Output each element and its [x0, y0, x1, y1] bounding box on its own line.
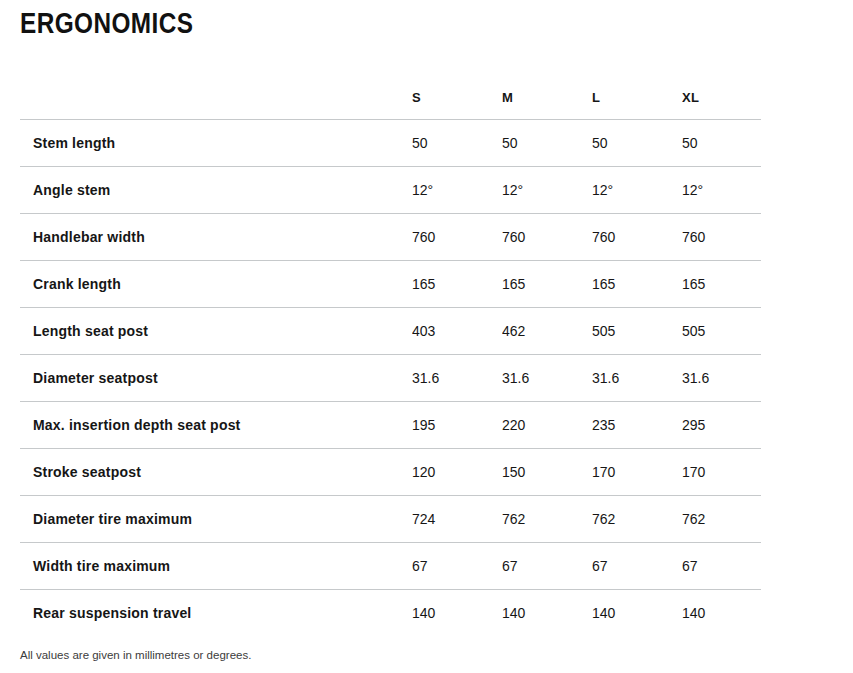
size-column-header-m: M	[502, 75, 592, 120]
ergonomics-section: ERGONOMICS S M L XL Stem length 50 50 50	[0, 0, 853, 673]
spec-value: 31.6	[412, 355, 502, 402]
spec-value: 760	[682, 214, 761, 261]
spec-value: 295	[682, 402, 761, 449]
size-column-header-s: S	[412, 75, 502, 120]
spec-value: 462	[502, 308, 592, 355]
spec-value: 12°	[502, 167, 592, 214]
table-row: Diameter seatpost 31.6 31.6 31.6 31.6	[20, 355, 761, 402]
size-header-row: S M L XL	[20, 75, 761, 120]
spec-value: 12°	[682, 167, 761, 214]
spec-label: Stroke seatpost	[20, 449, 412, 496]
spec-value: 140	[502, 590, 592, 637]
spec-value: 235	[592, 402, 682, 449]
spec-label: Diameter tire maximum	[20, 496, 412, 543]
table-row: Diameter tire maximum 724 762 762 762	[20, 496, 761, 543]
spec-label: Length seat post	[20, 308, 412, 355]
spec-value: 12°	[592, 167, 682, 214]
spec-label: Handlebar width	[20, 214, 412, 261]
spec-value: 762	[502, 496, 592, 543]
spec-value: 195	[412, 402, 502, 449]
spec-value: 724	[412, 496, 502, 543]
table-row: Rear suspension travel 140 140 140 140	[20, 590, 761, 637]
spec-value: 50	[592, 120, 682, 167]
ergonomics-table: S M L XL Stem length 50 50 50 50 Angle s…	[20, 75, 761, 636]
spec-value: 50	[502, 120, 592, 167]
spec-value: 67	[502, 543, 592, 590]
section-title: ERGONOMICS	[20, 9, 193, 38]
spec-value: 50	[412, 120, 502, 167]
spec-value: 140	[592, 590, 682, 637]
spec-label: Angle stem	[20, 167, 412, 214]
spec-value: 31.6	[502, 355, 592, 402]
size-column-header-xl: XL	[682, 75, 761, 120]
spec-value: 165	[592, 261, 682, 308]
table-row: Handlebar width 760 760 760 760	[20, 214, 761, 261]
spec-value: 505	[682, 308, 761, 355]
spec-label-header	[20, 75, 412, 120]
size-column-header-l: L	[592, 75, 682, 120]
spec-value: 762	[682, 496, 761, 543]
spec-value: 67	[682, 543, 761, 590]
spec-value: 50	[682, 120, 761, 167]
spec-label: Crank length	[20, 261, 412, 308]
table-row: Stroke seatpost 120 150 170 170	[20, 449, 761, 496]
spec-value: 170	[592, 449, 682, 496]
table-row: Angle stem 12° 12° 12° 12°	[20, 167, 761, 214]
table-row: Width tire maximum 67 67 67 67	[20, 543, 761, 590]
spec-value: 760	[502, 214, 592, 261]
spec-value: 140	[682, 590, 761, 637]
spec-value: 505	[592, 308, 682, 355]
spec-label: Stem length	[20, 120, 412, 167]
spec-value: 165	[412, 261, 502, 308]
spec-value: 165	[682, 261, 761, 308]
spec-value: 403	[412, 308, 502, 355]
spec-label: Diameter seatpost	[20, 355, 412, 402]
units-footnote: All values are given in millimetres or d…	[20, 648, 251, 662]
table-row: Max. insertion depth seat post 195 220 2…	[20, 402, 761, 449]
spec-value: 165	[502, 261, 592, 308]
spec-label: Width tire maximum	[20, 543, 412, 590]
table-row: Crank length 165 165 165 165	[20, 261, 761, 308]
spec-value: 140	[412, 590, 502, 637]
table-row: Length seat post 403 462 505 505	[20, 308, 761, 355]
table-row: Stem length 50 50 50 50	[20, 120, 761, 167]
spec-value: 67	[412, 543, 502, 590]
spec-label: Max. insertion depth seat post	[20, 402, 412, 449]
spec-value: 31.6	[682, 355, 761, 402]
spec-value: 31.6	[592, 355, 682, 402]
spec-value: 220	[502, 402, 592, 449]
spec-value: 150	[502, 449, 592, 496]
spec-value: 12°	[412, 167, 502, 214]
spec-value: 67	[592, 543, 682, 590]
spec-value: 760	[412, 214, 502, 261]
spec-value: 760	[592, 214, 682, 261]
spec-value: 170	[682, 449, 761, 496]
spec-label: Rear suspension travel	[20, 590, 412, 637]
spec-value: 762	[592, 496, 682, 543]
spec-value: 120	[412, 449, 502, 496]
